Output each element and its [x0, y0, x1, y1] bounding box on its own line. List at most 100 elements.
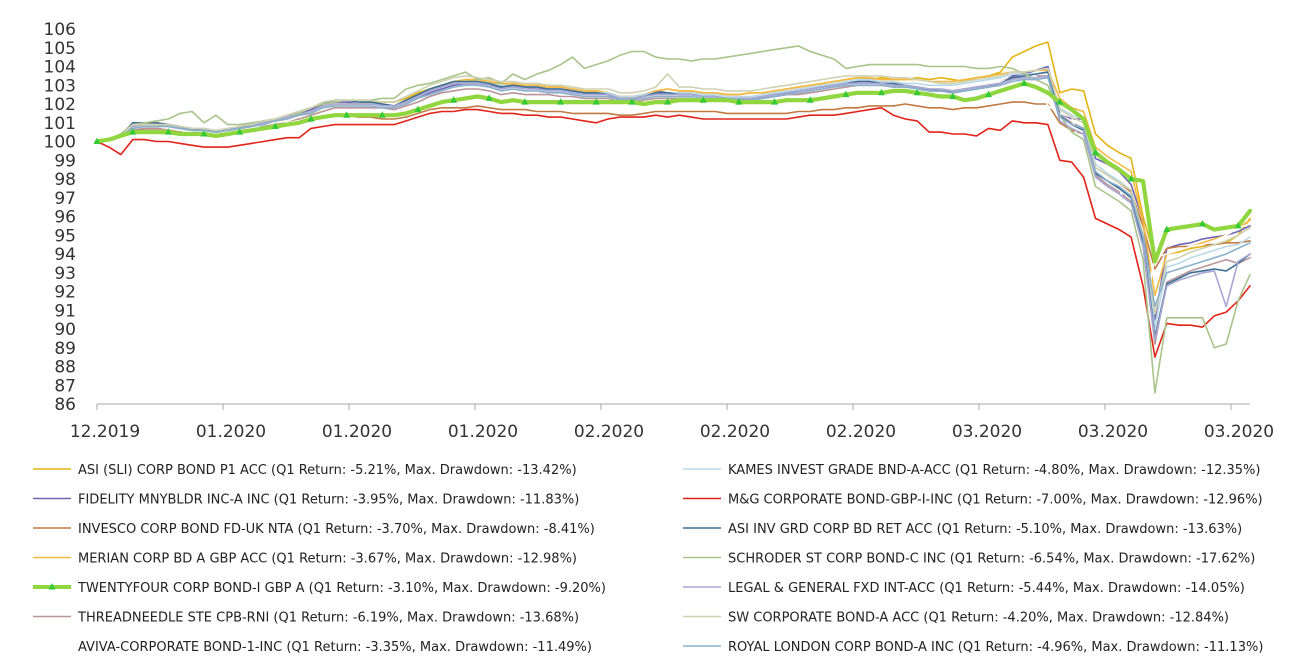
legend-label: SW CORPORATE BOND-A ACC (Q1 Return: -4.2…: [728, 611, 1229, 626]
x-tick-label: 12.2019: [70, 422, 140, 442]
series-line: [96, 71, 1251, 328]
y-tick-label: 86: [54, 395, 76, 415]
x-tick-label: 02.2020: [826, 422, 896, 442]
series-marker: [664, 98, 672, 105]
x-tick-label: 01.2020: [448, 422, 518, 442]
series-marker: [949, 92, 957, 99]
series-marker: [878, 88, 886, 96]
legend: ASI (SLI) CORP BOND P1 ACC (Q1 Return: -…: [33, 463, 1263, 655]
y-tick-label: 104: [44, 58, 76, 78]
legend-item: ROYAL LONDON CORP BOND-A INC (Q1 Return:…: [683, 640, 1263, 655]
series-marker: [450, 96, 458, 103]
series-marker: [806, 96, 814, 103]
x-tick-label: 03.2020: [1204, 422, 1274, 442]
series-marker: [378, 111, 386, 118]
x-tick-label: 02.2020: [574, 422, 644, 442]
series-marker: [271, 122, 279, 129]
series-marker: [735, 98, 743, 105]
legend-item: ASI (SLI) CORP BOND P1 ACC (Q1 Return: -…: [33, 463, 577, 478]
y-tick-label: 93: [54, 264, 76, 284]
series-marker: [913, 88, 921, 96]
plot-area: [93, 41, 1253, 394]
legend-item: AVIVA-CORPORATE BOND-1-INC (Q1 Return: -…: [33, 640, 592, 655]
legend-marker: [48, 583, 56, 590]
y-tick-label: 106: [44, 20, 76, 40]
series-marker: [1127, 175, 1135, 182]
legend-label: INVESCO CORP BOND FD-UK NTA (Q1 Return: …: [78, 522, 595, 537]
legend-item: KAMES INVEST GRADE BND-A-ACC (Q1 Return:…: [683, 463, 1260, 478]
x-tick-label: 03.2020: [1078, 422, 1148, 442]
series-marker: [1163, 225, 1171, 233]
y-tick-label: 88: [54, 358, 76, 378]
y-tick-label: 89: [54, 339, 76, 359]
y-axis: 8687888990919293949596979899100101102103…: [44, 20, 76, 415]
series-marker: [414, 105, 422, 113]
legend-label: THREADNEEDLE STE CPB-RNI (Q1 Return: -6.…: [77, 611, 579, 626]
y-tick-label: 92: [54, 283, 76, 303]
series-marker: [592, 98, 600, 105]
y-tick-label: 103: [44, 76, 76, 96]
series-marker: [164, 128, 172, 135]
series-marker: [485, 94, 493, 101]
series-marker: [699, 96, 707, 103]
series-marker: [200, 130, 208, 137]
y-tick-label: 91: [54, 301, 76, 321]
y-tick-label: 97: [54, 189, 76, 209]
legend-item: INVESCO CORP BOND FD-UK NTA (Q1 Return: …: [33, 522, 595, 537]
series-line: [96, 107, 1251, 358]
x-tick-label: 03.2020: [952, 422, 1022, 442]
legend-label: TWENTYFOUR CORP BOND-I GBP A (Q1 Return:…: [77, 581, 606, 596]
legend-item: ASI INV GRD CORP BD RET ACC (Q1 Return: …: [683, 522, 1242, 537]
y-tick-label: 105: [44, 39, 76, 59]
legend-label: ASI (SLI) CORP BOND P1 ACC (Q1 Return: -…: [78, 463, 577, 478]
y-tick-label: 87: [54, 376, 76, 396]
y-tick-label: 98: [54, 170, 76, 190]
series-marker: [557, 98, 565, 105]
y-tick-label: 99: [54, 151, 76, 171]
series-line: [94, 81, 1253, 264]
legend-item: M&G CORPORATE BOND-GBP-I-INC (Q1 Return:…: [683, 493, 1263, 508]
y-tick-label: 102: [44, 95, 76, 115]
legend-item: TWENTYFOUR CORP BOND-I GBP A (Q1 Return:…: [33, 581, 606, 596]
legend-item: SCHRODER ST CORP BOND-C INC (Q1 Return: …: [683, 552, 1255, 567]
legend-label: KAMES INVEST GRADE BND-A-ACC (Q1 Return:…: [728, 463, 1260, 478]
legend-item: MERIAN CORP BD A GBP ACC (Q1 Return: -3.…: [33, 552, 577, 567]
y-tick-label: 96: [54, 208, 76, 228]
legend-item: FIDELITY MNYBLDR INC-A INC (Q1 Return: -…: [33, 493, 579, 508]
x-tick-label: 01.2020: [322, 422, 392, 442]
series-line: [96, 41, 1251, 259]
y-tick-label: 94: [54, 245, 76, 265]
series-marker: [771, 98, 779, 105]
series-line: [96, 69, 1251, 297]
legend-item: THREADNEEDLE STE CPB-RNI (Q1 Return: -6.…: [33, 611, 579, 626]
legend-label: AVIVA-CORPORATE BOND-1-INC (Q1 Return: -…: [78, 640, 592, 655]
y-tick-label: 101: [44, 114, 76, 134]
series-marker: [1198, 220, 1206, 227]
series-marker: [307, 115, 315, 122]
series-marker: [236, 128, 244, 135]
legend-item: LEGAL & GENERAL FXD INT-ACC (Q1 Return: …: [683, 581, 1245, 596]
legend-item: SW CORPORATE BOND-A ACC (Q1 Return: -4.2…: [683, 611, 1229, 626]
series-marker: [1020, 79, 1028, 86]
series-marker: [129, 128, 137, 135]
legend-label: SCHRODER ST CORP BOND-C INC (Q1 Return: …: [728, 552, 1255, 567]
legend-label: MERIAN CORP BD A GBP ACC (Q1 Return: -3.…: [78, 552, 577, 567]
legend-label: ROYAL LONDON CORP BOND-A INC (Q1 Return:…: [728, 640, 1263, 655]
legend-label: ASI INV GRD CORP BD RET ACC (Q1 Return: …: [728, 522, 1242, 537]
legend-label: LEGAL & GENERAL FXD INT-ACC (Q1 Return: …: [728, 581, 1245, 596]
y-tick-label: 90: [54, 320, 76, 340]
series-marker: [343, 111, 351, 118]
series-marker: [93, 137, 101, 144]
y-tick-label: 100: [44, 133, 76, 153]
y-tick-label: 95: [54, 226, 76, 246]
series-marker: [1091, 148, 1099, 156]
series-line: [96, 75, 1251, 342]
series-line: [96, 76, 1251, 308]
series-line: [96, 65, 1251, 321]
series-marker: [1234, 221, 1242, 229]
series-marker: [842, 90, 850, 98]
legend-label: FIDELITY MNYBLDR INC-A INC (Q1 Return: -…: [78, 493, 579, 508]
legend-label: M&G CORPORATE BOND-GBP-I-INC (Q1 Return:…: [728, 493, 1263, 508]
x-tick-label: 02.2020: [700, 422, 770, 442]
